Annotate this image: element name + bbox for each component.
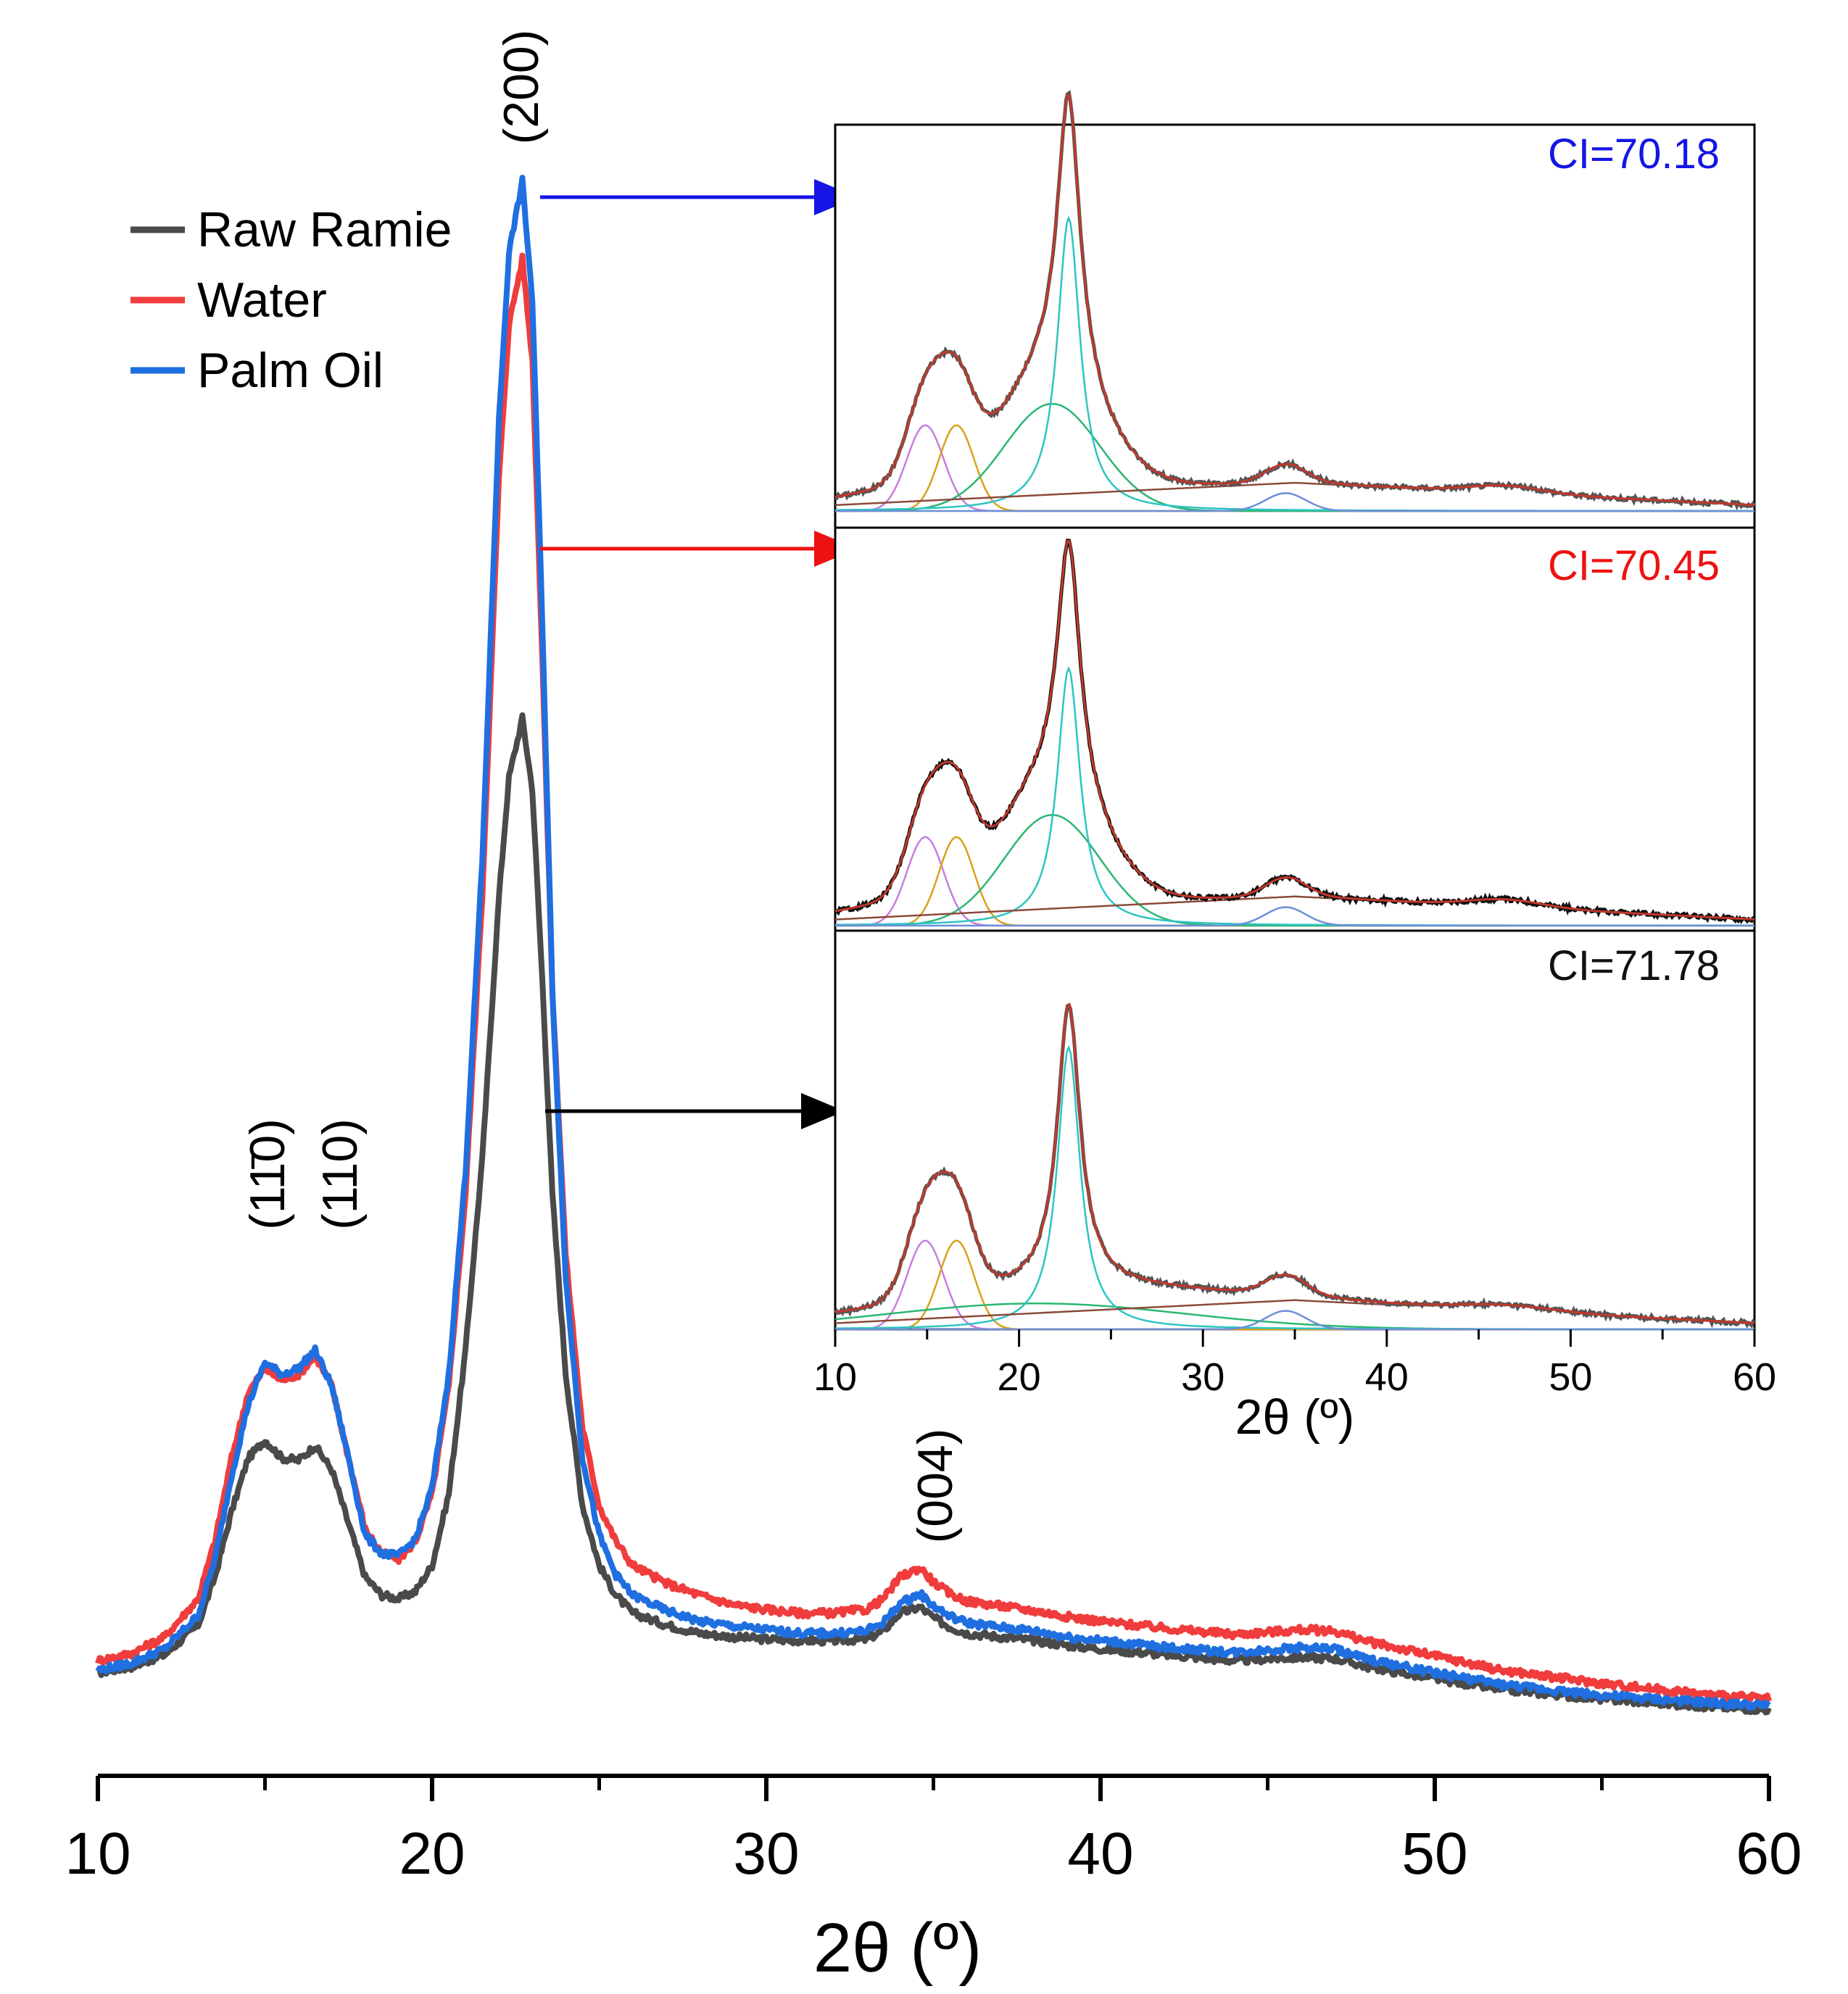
main-x-tick-label: 10 xyxy=(65,1821,130,1887)
ci-label-water: CI=70.45 xyxy=(1548,542,1720,589)
inset-frame xyxy=(834,123,1756,1331)
series-line-raw-ramie xyxy=(96,712,1772,1716)
arrows xyxy=(540,179,858,1129)
main-x-axis-label: 2θ (º) xyxy=(813,1909,982,1987)
inset-x-tick-label: 30 xyxy=(1181,1355,1225,1399)
peak-annotations: (200) (11̄0) (110) (004) xyxy=(240,30,963,1544)
main-x-axis: 10 20 30 40 50 60 xyxy=(65,1774,1802,1887)
main-x-tick-label: 20 xyxy=(399,1821,465,1887)
inset-x-tick-label: 60 xyxy=(1733,1355,1776,1399)
annotation-200: (200) xyxy=(494,30,549,145)
inset-x-tick-label: 20 xyxy=(998,1355,1041,1399)
legend-item-palm-oil: Palm Oil xyxy=(130,343,384,398)
inset-x-tick-label: 40 xyxy=(1365,1355,1409,1399)
legend-label-water: Water xyxy=(197,273,327,328)
ci-label-raw-ramie: CI=71.78 xyxy=(1548,942,1720,989)
inset-x-tick-label: 10 xyxy=(813,1355,857,1399)
legend-label-raw-ramie: Raw Ramie xyxy=(197,202,452,257)
inset-x-axis: 10 20 30 40 50 60 xyxy=(813,1329,1776,1399)
fit-component-peak-004-palm-oil-fit xyxy=(835,492,1754,512)
main-x-tick-label: 60 xyxy=(1736,1821,1802,1887)
main-x-tick-label: 50 xyxy=(1401,1821,1467,1887)
legend-item-raw-ramie: Raw Ramie xyxy=(130,202,452,257)
annotation-110: (110) xyxy=(312,1118,368,1230)
series-line-palm-oil xyxy=(95,175,1771,1711)
main-series-group xyxy=(95,175,1772,1716)
legend-label-palm-oil: Palm Oil xyxy=(197,343,384,398)
main-x-tick-label: 30 xyxy=(733,1821,799,1887)
fit-curve-raw-ramie-fit xyxy=(834,1002,1755,1324)
fit-curve-water-fit xyxy=(834,539,1755,921)
fit-component-peak-004-water-fit xyxy=(835,906,1754,927)
fit-curve-palm-oil-fit xyxy=(834,93,1755,507)
annotation-004: (004) xyxy=(908,1429,963,1544)
inset-x-axis-label: 2θ (º) xyxy=(1235,1389,1355,1445)
main-plot: 10 20 30 40 50 60 2θ (º) xyxy=(65,175,1802,1987)
ci-label-palm-oil: CI=70.18 xyxy=(1548,130,1720,178)
inset-x-tick-label: 50 xyxy=(1549,1355,1592,1399)
inset-plot: CI=70.18 CI=70.45 CI=71.78 10 20 30 40 50 60 … xyxy=(813,90,1776,1445)
annotation-1-bar-10: (11̄0) xyxy=(240,1118,295,1230)
fit-component-peak-004-raw-ramie-fit xyxy=(835,1310,1754,1331)
legend: Raw Ramie Water Palm Oil xyxy=(130,202,452,398)
legend-item-water: Water xyxy=(130,273,327,328)
main-x-tick-label: 40 xyxy=(1067,1821,1133,1887)
